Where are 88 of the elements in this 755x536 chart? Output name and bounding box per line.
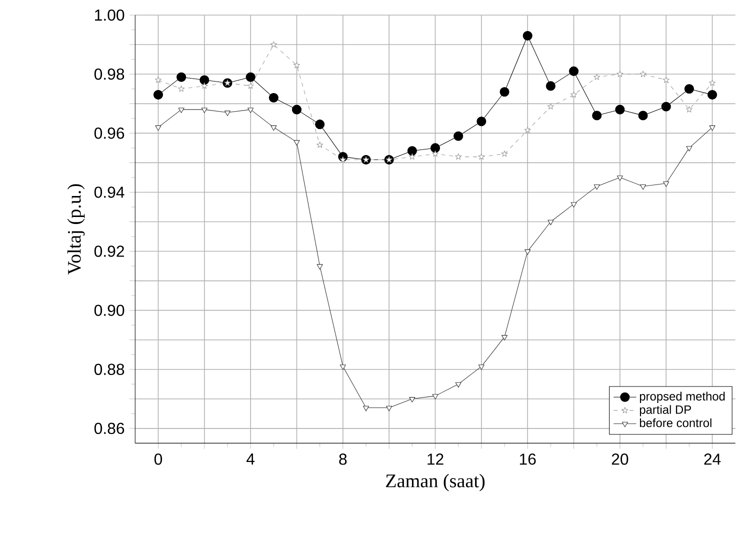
point xyxy=(409,397,416,402)
point xyxy=(178,85,185,92)
point xyxy=(476,116,486,126)
y-tick-label: 0.98 xyxy=(94,68,124,80)
point xyxy=(708,90,718,100)
y-tick-label: 0.90 xyxy=(94,304,124,316)
point xyxy=(546,81,556,91)
point xyxy=(616,70,624,77)
point xyxy=(362,406,370,412)
point xyxy=(640,70,646,77)
point xyxy=(524,249,531,255)
point xyxy=(661,102,671,112)
point xyxy=(270,125,277,131)
point xyxy=(270,41,277,48)
point xyxy=(153,90,164,100)
point xyxy=(268,92,278,103)
point xyxy=(594,184,600,190)
point xyxy=(293,62,300,68)
point xyxy=(178,108,184,114)
point xyxy=(548,220,554,226)
point xyxy=(340,364,346,370)
point xyxy=(201,108,208,114)
point xyxy=(524,126,531,134)
point xyxy=(246,72,256,82)
point xyxy=(340,156,346,163)
point xyxy=(640,184,646,190)
point xyxy=(570,202,577,208)
point xyxy=(455,382,462,388)
point xyxy=(430,143,440,153)
point xyxy=(547,103,554,110)
y-tick-label: 0.88 xyxy=(94,364,124,375)
x-tick-label: 16 xyxy=(520,454,536,465)
y-tick-label: 0.92 xyxy=(94,246,124,257)
point xyxy=(501,150,508,157)
point xyxy=(432,150,439,157)
point xyxy=(155,125,162,131)
point xyxy=(709,125,716,131)
point xyxy=(316,264,323,270)
point xyxy=(455,153,462,160)
point xyxy=(662,76,670,83)
x-tick-label: 0 xyxy=(154,454,162,465)
point xyxy=(224,110,231,116)
point xyxy=(294,140,300,146)
point xyxy=(315,120,325,130)
y-tick-label: 1.00 xyxy=(95,9,124,21)
point xyxy=(201,82,208,89)
y-tick-label: 0.86 xyxy=(94,422,124,434)
point xyxy=(638,110,648,120)
point xyxy=(408,153,416,160)
point xyxy=(592,110,602,120)
point xyxy=(454,131,464,141)
point xyxy=(570,91,578,98)
legend-label: propsed method xyxy=(640,392,725,403)
x-tick-label: 4 xyxy=(246,454,255,464)
point xyxy=(708,80,716,86)
x-tick-label: 12 xyxy=(428,454,444,465)
point xyxy=(386,406,392,412)
point xyxy=(176,72,186,82)
point xyxy=(594,74,600,80)
point xyxy=(686,146,692,152)
point xyxy=(200,75,210,85)
legend-label: before control xyxy=(640,418,712,428)
legend-label: partial DP xyxy=(640,405,691,416)
point xyxy=(292,104,302,114)
point xyxy=(478,364,484,370)
point xyxy=(616,176,623,181)
x-axis-title: Zaman (saat) xyxy=(386,474,485,492)
x-tick-label: 24 xyxy=(704,454,721,465)
point xyxy=(432,394,438,400)
x-tick-label: 20 xyxy=(612,454,628,465)
point xyxy=(500,87,510,97)
point xyxy=(522,30,532,41)
x-tick-label: 8 xyxy=(339,454,347,465)
y-axis-title: Voltaj (p.u.) xyxy=(67,184,85,275)
point xyxy=(615,104,625,114)
point xyxy=(407,146,417,156)
point xyxy=(501,335,508,340)
point xyxy=(663,182,670,187)
point xyxy=(686,106,692,112)
y-tick-label: 0.96 xyxy=(94,128,124,139)
point xyxy=(154,76,162,83)
point xyxy=(248,108,254,114)
point xyxy=(247,82,254,89)
point xyxy=(684,84,694,94)
point xyxy=(568,66,579,76)
y-tick-label: 0.94 xyxy=(94,186,124,198)
point xyxy=(478,153,485,160)
point xyxy=(316,142,324,148)
